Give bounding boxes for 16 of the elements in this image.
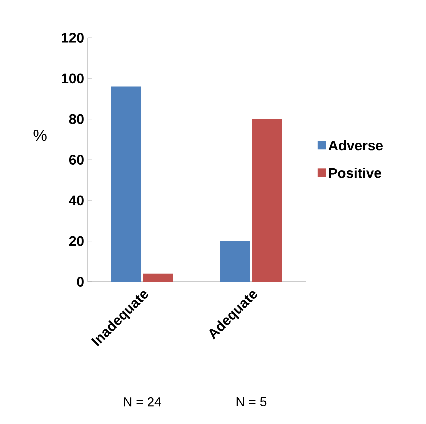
y-tick-label: 60 [69,155,84,165]
bar [143,274,174,282]
bar [112,86,142,282]
legend-label: Adverse [328,140,383,151]
text: N = 5 [236,398,267,407]
y-tick-label: 80 [69,114,84,124]
y-tick-label: 40 [69,196,84,206]
y-tick-label: 20 [69,236,84,246]
y-tick-label: 100 [62,74,84,84]
text: N = 24 [124,398,162,407]
bar [252,119,282,282]
y-tick-label: 120 [62,33,84,43]
y-axis-title: % [34,130,47,142]
legend-label: Positive [329,168,382,178]
y-tick-label: 0 [77,277,84,287]
bar [220,241,251,282]
